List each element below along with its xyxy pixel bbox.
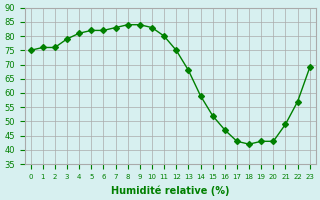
X-axis label: Humidité relative (%): Humidité relative (%) <box>111 185 229 196</box>
